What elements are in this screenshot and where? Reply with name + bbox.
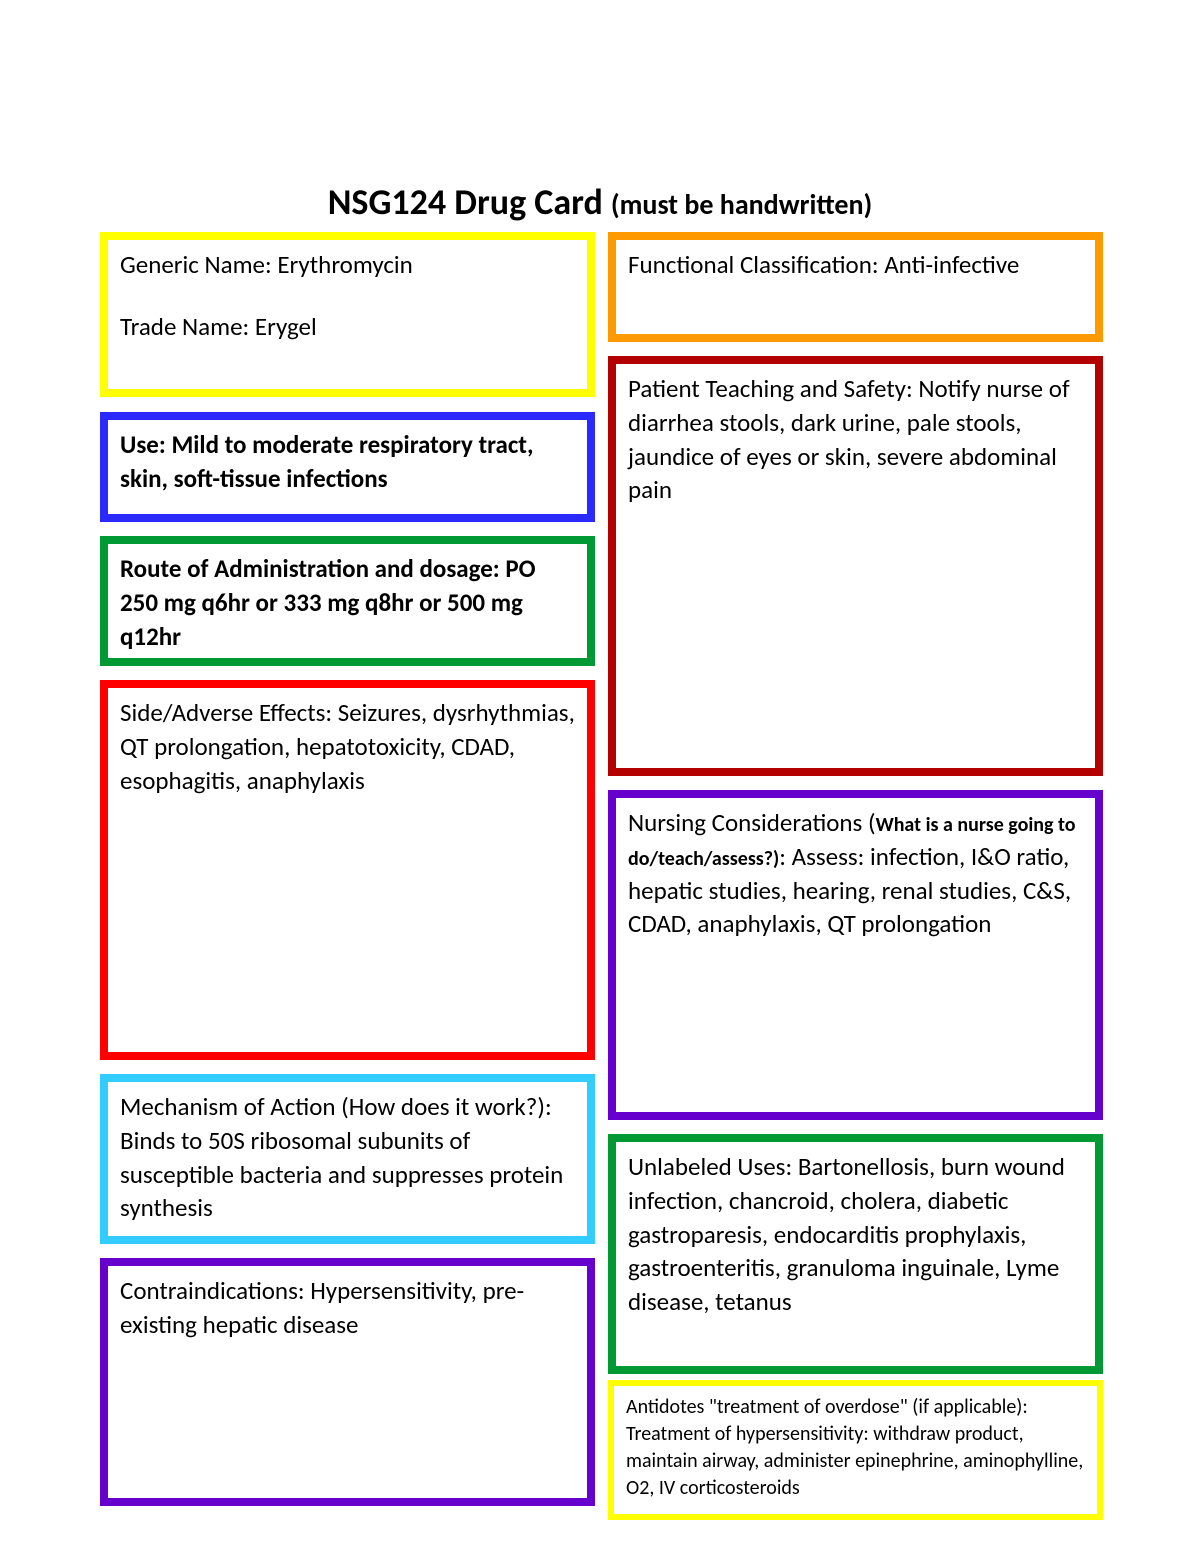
trade-name-line: Trade Name: Erygel [120, 310, 575, 344]
antidotes-label: Antidotes "treatment of overdose" (if ap… [626, 1395, 1028, 1419]
nursing-label-after: : Assess: [779, 841, 870, 872]
patient-teaching-box: Patient Teaching and Safety: Notify nurs… [608, 356, 1103, 776]
route-box: Route of Administration and dosage: PO 2… [100, 536, 595, 666]
generic-name-label: Generic Name: [120, 249, 277, 280]
generic-name-line: Generic Name: Erythromycin [120, 248, 575, 282]
functional-class-value: Anti-infective [884, 249, 1019, 280]
mechanism-value: Binds to 50S ribosomal subunits of susce… [120, 1125, 563, 1224]
side-effects-box: Side/Adverse Effects: Seizures, dysrhyth… [100, 680, 595, 1060]
nursing-considerations-box: Nursing Considerations (What is a nurse … [608, 790, 1103, 1120]
mechanism-label: Mechanism of Action (How does it work?): [120, 1091, 552, 1122]
functional-class-box: Functional Classification: Anti-infectiv… [608, 232, 1103, 342]
mechanism-box: Mechanism of Action (How does it work?):… [100, 1074, 595, 1244]
contraindications-box: Contraindications: Hypersensitivity, pre… [100, 1258, 595, 1506]
nursing-label-main: Nursing Considerations ( [628, 807, 876, 838]
use-label: Use: [120, 429, 171, 460]
spacer [120, 282, 575, 310]
title-sub: (must be handwritten) [611, 187, 872, 222]
page-title: NSG124 Drug Card (must be handwritten) [0, 180, 1200, 224]
unlabeled-uses-box: Unlabeled Uses: Bartonellosis, burn woun… [608, 1134, 1103, 1374]
drug-card-page: NSG124 Drug Card (must be handwritten) G… [0, 0, 1200, 1553]
side-effects-label: Side/Adverse Effects: [120, 697, 338, 728]
patient-teaching-label: Patient Teaching and Safety: [628, 373, 918, 404]
antidotes-box: Antidotes "treatment of overdose" (if ap… [608, 1380, 1103, 1520]
title-main: NSG124 Drug Card [328, 180, 611, 224]
use-value: Mild to moderate respiratory tract, skin… [120, 429, 533, 494]
contraindications-label: Contraindications: [120, 1275, 310, 1306]
antidotes-value: Treatment of hypersensitivity: withdraw … [626, 1422, 1083, 1500]
use-box: Use: Mild to moderate respiratory tract,… [100, 412, 595, 522]
trade-name-label: Trade Name: [120, 311, 255, 342]
unlabeled-uses-label: Unlabeled Uses: [628, 1151, 798, 1182]
generic-name-value: Erythromycin [277, 249, 412, 280]
trade-name-value: Erygel [255, 311, 317, 342]
generic-trade-box: Generic Name: Erythromycin Trade Name: E… [100, 232, 595, 397]
route-label: Route of Administration and dosage: [120, 553, 505, 584]
functional-class-label: Functional Classification: [628, 249, 879, 280]
